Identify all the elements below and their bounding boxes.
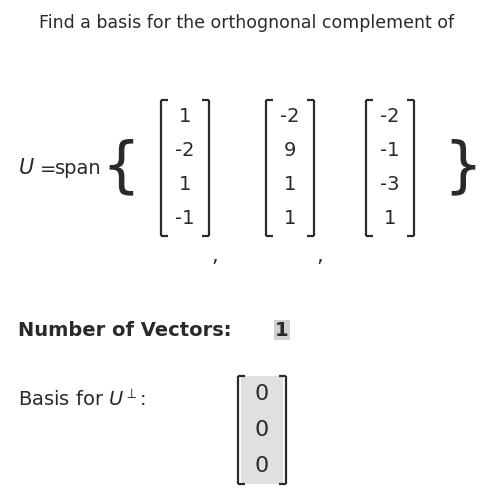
Text: ,: ,: [212, 246, 218, 266]
Text: Number of Vectors:: Number of Vectors:: [18, 321, 232, 339]
Text: -1: -1: [380, 141, 400, 161]
Text: $\}$: $\}$: [443, 138, 477, 198]
Text: Basis for $\mathit{U}^{\perp}$:: Basis for $\mathit{U}^{\perp}$:: [18, 389, 145, 411]
Text: 1: 1: [384, 209, 396, 229]
Text: span: span: [55, 159, 102, 177]
Text: 1: 1: [284, 209, 296, 229]
Text: $U$: $U$: [18, 158, 35, 178]
Text: -2: -2: [380, 108, 400, 126]
Text: ,: ,: [317, 246, 323, 266]
Text: -1: -1: [175, 209, 195, 229]
Text: Find a basis for the orthognonal complement of: Find a basis for the orthognonal complem…: [40, 14, 454, 32]
FancyBboxPatch shape: [241, 376, 283, 484]
Text: -3: -3: [380, 175, 400, 195]
Text: 0: 0: [255, 420, 269, 440]
Text: 0: 0: [255, 384, 269, 404]
Text: -2: -2: [175, 141, 195, 161]
Text: 1: 1: [284, 175, 296, 195]
Text: 9: 9: [284, 141, 296, 161]
Text: 1: 1: [179, 175, 191, 195]
Text: -2: -2: [280, 108, 300, 126]
FancyBboxPatch shape: [274, 320, 290, 340]
Text: 1: 1: [275, 321, 289, 339]
Text: $\{$: $\{$: [101, 138, 134, 198]
Text: 1: 1: [179, 108, 191, 126]
Text: 0: 0: [255, 456, 269, 476]
Text: $=$: $=$: [36, 159, 56, 177]
